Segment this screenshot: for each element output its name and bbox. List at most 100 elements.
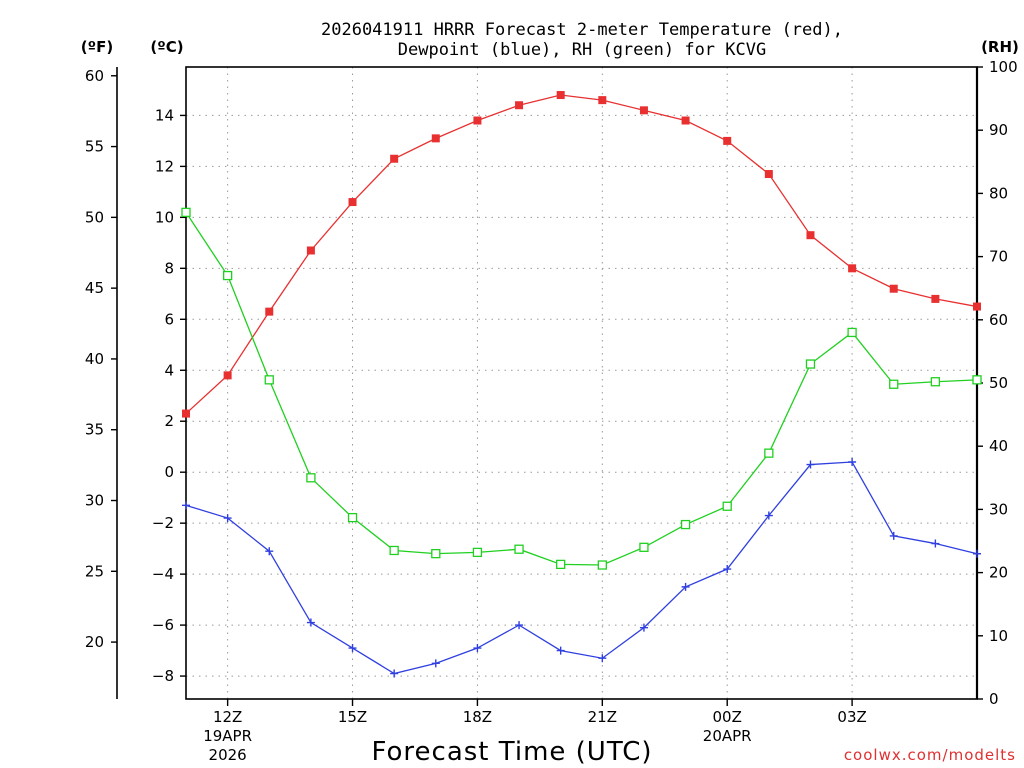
rh-tick-label: 100 — [989, 58, 1018, 76]
x-tick-date-label: 20APR — [703, 727, 752, 745]
dewpoint-point — [639, 623, 648, 632]
rh-point — [222, 270, 233, 281]
fahrenheit-tick-label: 30 — [85, 492, 104, 510]
x-axis-title: Forecast Time (UTC) — [371, 737, 652, 767]
2-meter-temperature-point — [806, 231, 815, 240]
celsius-unit-label: (ºC) — [150, 38, 183, 56]
dewpoint-point — [556, 646, 565, 655]
plot-frame — [185, 66, 978, 700]
dewpoint-point — [889, 531, 898, 540]
2-meter-temperature-point — [931, 294, 940, 303]
chart-gridlines — [186, 67, 977, 699]
dewpoint-point — [306, 618, 315, 627]
rh-tick-label: 60 — [989, 311, 1008, 329]
rh-point — [306, 473, 316, 483]
2-meter-temperature-point — [598, 96, 607, 105]
2-meter-temperature-point — [265, 307, 274, 316]
x-tick-label: 15Z — [338, 708, 367, 726]
2-meter-temperature-point — [182, 409, 190, 418]
celsius-tick-label: 6 — [164, 310, 174, 328]
rh-tick-label: 30 — [989, 500, 1008, 518]
rh-point — [764, 448, 774, 458]
celsius-tick-label: 8 — [164, 259, 174, 277]
2-meter-temperature-point — [390, 154, 399, 163]
dewpoint-point — [598, 654, 607, 663]
rh-tick-label: 10 — [989, 627, 1008, 645]
rh-point — [722, 501, 732, 511]
rh-point — [889, 379, 899, 389]
fahrenheit-tick-label: 45 — [85, 279, 104, 297]
rh-point — [264, 375, 274, 385]
rh-point — [556, 559, 566, 570]
fahrenheit-tick-label: 35 — [85, 421, 104, 439]
x-tick-label: 03Z — [837, 708, 866, 726]
2-meter-temperature-point — [223, 371, 232, 380]
celsius-tick-label: −2 — [152, 514, 174, 532]
2-meter-temperature-point — [723, 136, 732, 145]
dewpoint-point — [473, 644, 482, 653]
rh-tick-label: 40 — [989, 437, 1008, 455]
dewpoint-point — [931, 539, 940, 548]
rh-tick-label: 90 — [989, 121, 1008, 139]
x-tick-label: 18Z — [463, 708, 492, 726]
dewpoint-point — [764, 511, 773, 520]
x-tick-label: 21Z — [588, 708, 617, 726]
dewpoint-line — [185, 461, 978, 675]
fahrenheit-tick-label: 50 — [85, 208, 104, 226]
rh-point — [972, 375, 982, 385]
2-meter-temperature-point — [556, 91, 565, 100]
2-meter-temperature-point — [306, 246, 315, 255]
fahrenheit-tick-label: 40 — [85, 350, 104, 368]
rh-tick-label: 20 — [989, 564, 1008, 582]
2-meter-temperature-point — [348, 198, 357, 207]
rh-point — [472, 547, 483, 558]
rh-tick-label: 80 — [989, 184, 1008, 202]
dewpoint-point — [806, 460, 815, 469]
dewpoint-point — [348, 644, 357, 653]
rh-point — [347, 512, 358, 523]
celsius-tick-label: 10 — [155, 208, 174, 226]
dewpoint-point — [182, 501, 190, 510]
rh-point — [514, 544, 524, 554]
rh-point — [847, 327, 857, 338]
dewpoint-point — [223, 514, 232, 523]
dewpoint-point — [515, 621, 524, 630]
dewpoint-point — [973, 549, 981, 558]
celsius-tick-label: −4 — [152, 565, 174, 583]
x-tick-label: 12Z — [213, 708, 242, 726]
dewpoint-point — [431, 659, 440, 668]
rh-unit-label: (RH) — [981, 38, 1019, 56]
celsius-tick-label: 4 — [164, 361, 174, 379]
dewpoint-point — [681, 582, 690, 591]
x-tick-label: 00Z — [713, 708, 742, 726]
2-meter-temperature-point — [681, 116, 690, 125]
rh-point — [930, 377, 941, 387]
fahrenheit-tick-label: 60 — [85, 67, 104, 85]
rh-point — [805, 359, 816, 369]
fahrenheit-tick-label: 25 — [85, 562, 104, 580]
rh-line — [185, 212, 978, 566]
axis-ticks: 14121086420−2−4−6−8605550454035302520100… — [85, 58, 1018, 764]
dewpoint-point — [265, 547, 274, 556]
2-meter-temperature-point — [764, 170, 773, 179]
rh-tick-label: 0 — [989, 690, 999, 708]
fahrenheit-unit-label: (ºF) — [81, 38, 113, 56]
rh-point — [181, 207, 191, 218]
dewpoint-point — [723, 565, 732, 574]
celsius-tick-label: −8 — [152, 667, 174, 685]
rh-point — [431, 548, 441, 559]
rh-tick-label: 50 — [989, 374, 1008, 392]
fahrenheit-tick-label: 55 — [85, 138, 104, 156]
chart-title-line-2: Dewpoint (blue), RH (green) for KCVG — [398, 40, 766, 60]
rh-point — [389, 545, 399, 556]
2-meter-temperature-point — [639, 106, 648, 115]
2-meter-temperature-point — [889, 284, 898, 293]
source-credit: coolwx.com/modelts — [844, 746, 1016, 764]
celsius-tick-label: 2 — [164, 412, 174, 430]
rh-point — [639, 542, 649, 552]
celsius-tick-label: −6 — [152, 616, 174, 634]
dewpoint-point — [848, 458, 857, 466]
2-meter-temperature-point — [473, 116, 482, 125]
celsius-tick-label: 12 — [155, 157, 174, 175]
